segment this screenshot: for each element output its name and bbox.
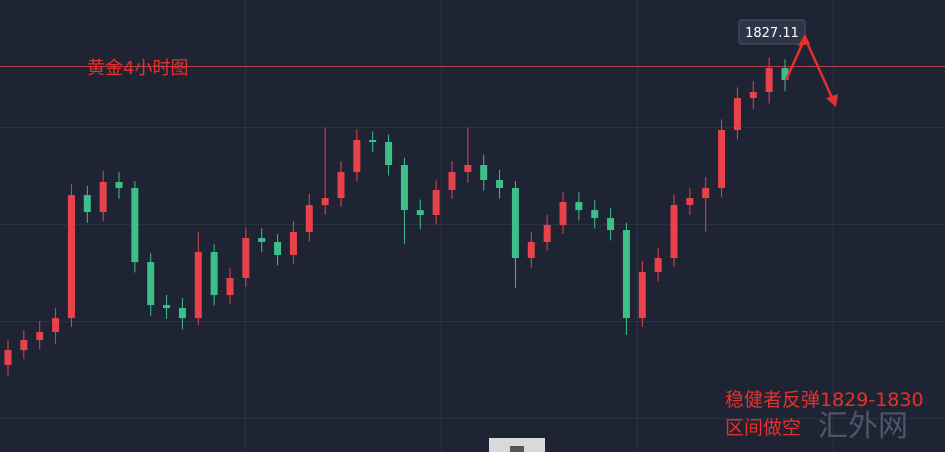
candle-body: [369, 140, 377, 143]
candle-body: [226, 278, 234, 296]
candles: [0, 57, 945, 376]
candle-body: [591, 210, 599, 219]
candle-body: [416, 210, 424, 216]
scroll-bar[interactable]: [489, 438, 545, 452]
candle-body: [353, 140, 361, 173]
scroll-grip: [510, 446, 524, 452]
candle-body: [575, 202, 583, 211]
candle-body: [305, 205, 313, 233]
arrow-head: [798, 34, 810, 46]
candle-body: [607, 218, 615, 231]
candle-body: [686, 198, 694, 206]
candle-body: [242, 238, 250, 279]
candle-body: [432, 190, 440, 216]
price-tag-box: [738, 19, 806, 45]
candle-body: [733, 98, 741, 130]
candle-body: [765, 68, 773, 93]
candle-body: [67, 195, 75, 319]
candle-body: [654, 258, 662, 273]
candle-body: [702, 188, 710, 199]
candle-body: [496, 179, 504, 189]
candle-body: [448, 172, 456, 191]
candle-body: [99, 182, 107, 213]
arrow-head: [826, 94, 838, 107]
watermark: 汇外网: [818, 409, 908, 444]
candle-body: [559, 202, 567, 226]
candle-body: [718, 129, 726, 189]
candle-body: [147, 262, 155, 306]
candle-body: [258, 238, 266, 243]
annotation-line: 区间做空: [725, 417, 801, 439]
candle-body: [52, 318, 60, 333]
candle-body: [4, 350, 12, 366]
candle-body: [749, 92, 757, 99]
trend-arrows: [784, 34, 838, 107]
candle-body: [670, 205, 678, 259]
candle-body: [36, 332, 44, 341]
annotation-line: 稳健者反弹1829-1830: [725, 389, 924, 411]
candle-body: [781, 68, 789, 80]
candle-body: [385, 142, 393, 166]
candle-body: [178, 308, 186, 319]
candle-body: [527, 242, 535, 259]
candle-body: [83, 195, 91, 213]
candle-body: [289, 232, 297, 256]
candle-body: [194, 252, 202, 319]
candle-body: [480, 165, 488, 180]
candle-body: [400, 165, 408, 211]
candle-body: [131, 188, 139, 263]
candle-body: [274, 242, 282, 256]
candle-body: [622, 230, 630, 319]
candle-body: [163, 305, 171, 309]
candle-body: [337, 172, 345, 199]
chart-title: 黄金4小时图: [87, 58, 188, 79]
candle-body: [543, 225, 551, 243]
price-tag: 1827.11: [738, 19, 806, 45]
candle-body: [321, 198, 329, 206]
candle-body: [115, 182, 123, 189]
candle-body: [638, 272, 646, 319]
price-tag-label: 1827.11: [745, 26, 799, 41]
candle-body: [464, 165, 472, 173]
arrow-path: [784, 34, 836, 103]
candle-body: [210, 252, 218, 296]
scroll-widget[interactable]: [489, 438, 545, 452]
candle-body: [20, 340, 28, 351]
candle-body: [511, 188, 519, 259]
